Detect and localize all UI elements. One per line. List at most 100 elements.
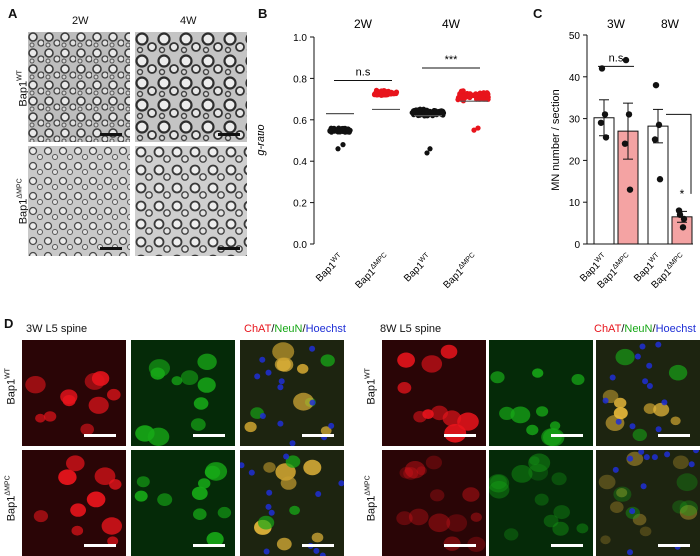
cell-body [149, 359, 170, 377]
data-point [424, 150, 429, 155]
nucleus [655, 342, 661, 348]
cell-body [148, 428, 170, 446]
nucleus [689, 461, 695, 467]
cell-body [677, 473, 698, 491]
cell-body [25, 376, 45, 393]
x-tick-label: Bap1WT [401, 251, 434, 284]
data-point [653, 82, 659, 88]
scale-bar [193, 544, 225, 547]
data-point [467, 93, 472, 98]
cell-body [409, 509, 429, 526]
cell-body [673, 456, 689, 470]
nucleus [309, 346, 315, 352]
merged-stain-image [240, 340, 344, 446]
panel-a-letter: A [8, 6, 17, 21]
neun-stain-image [489, 450, 593, 556]
nucleus [664, 451, 670, 457]
significance-label: *** [445, 54, 459, 66]
data-point [427, 146, 432, 151]
chat-stain-image [22, 340, 126, 446]
cell-body [532, 368, 543, 377]
data-point [623, 57, 629, 63]
nucleus [661, 399, 667, 405]
chat-stain-image [382, 340, 486, 446]
nucleus [313, 548, 319, 554]
cell-body [640, 527, 652, 537]
cell-body [680, 500, 698, 516]
cell-body [669, 365, 687, 381]
cell-body [599, 475, 616, 489]
cell-body [413, 411, 426, 422]
nucleus [641, 483, 647, 489]
cell-body [444, 424, 466, 443]
panel-d-right-row-label-wt: Bap1WT [365, 351, 378, 421]
data-point [681, 216, 687, 222]
cell-body [428, 514, 450, 533]
scale-bar [84, 434, 116, 437]
significance-label: n.s [356, 66, 371, 78]
scale-bar [302, 544, 334, 547]
x-tick-label: Bap1ΔMPC [353, 252, 392, 291]
group-label: 8W [661, 17, 680, 31]
cell-body [577, 523, 589, 533]
data-point [652, 136, 658, 142]
cell-body [543, 428, 564, 446]
cell-body [610, 501, 624, 513]
data-point [429, 110, 434, 115]
nucleus [610, 375, 616, 381]
panel-b-y-axis-label: g-ratio [258, 124, 267, 155]
cell-body [135, 491, 148, 502]
nucleus [627, 549, 633, 555]
y-tick-label: 0.8 [293, 74, 307, 85]
panel-d-letter: D [4, 316, 13, 331]
nucleus [627, 456, 633, 462]
data-point [622, 140, 628, 146]
cell-body [321, 354, 335, 366]
scale-bar [658, 434, 690, 437]
cell-body [198, 377, 216, 392]
data-point [439, 110, 444, 115]
cell-body [633, 429, 647, 441]
cell-body [89, 397, 109, 414]
y-tick-label: 0.6 [293, 116, 307, 127]
y-tick-label: 10 [569, 198, 581, 209]
nucleus [642, 378, 648, 384]
nucleus [647, 383, 653, 389]
nucleus [640, 344, 646, 350]
data-point [346, 127, 351, 132]
scale-bar [193, 434, 225, 437]
neun-stain-image [489, 340, 593, 446]
cell-body [172, 376, 183, 385]
cell-body [80, 424, 94, 436]
scale-bar [100, 133, 122, 136]
cell-body [528, 464, 548, 481]
data-point [602, 111, 608, 117]
cell-body [58, 469, 76, 485]
y-tick-label: 1.0 [293, 33, 307, 44]
cell-body [600, 535, 610, 544]
group-label: 3W [607, 17, 626, 31]
data-point [418, 107, 423, 112]
cell-body [44, 411, 56, 421]
cell-body [614, 407, 628, 419]
scale-bar [84, 544, 116, 547]
nucleus [613, 467, 619, 473]
cell-body [443, 410, 462, 426]
cell-body [616, 349, 635, 365]
nucleus [635, 354, 641, 360]
panel-d-right-stain-legend: ChAT/NeuN/Hoechst [594, 323, 696, 335]
data-point [327, 128, 332, 133]
cell-body [430, 489, 444, 501]
y-tick-label: 50 [569, 31, 581, 42]
data-point [335, 146, 340, 151]
data-point [680, 224, 686, 230]
neun-stain-image [131, 450, 235, 556]
panel-c-y-axis-label: MN number / section [550, 89, 562, 190]
cell-body [426, 456, 442, 470]
cell-body [66, 455, 85, 471]
group-label: 4W [442, 17, 461, 31]
y-tick-label: 0.0 [293, 240, 307, 251]
cell-body [312, 533, 324, 543]
